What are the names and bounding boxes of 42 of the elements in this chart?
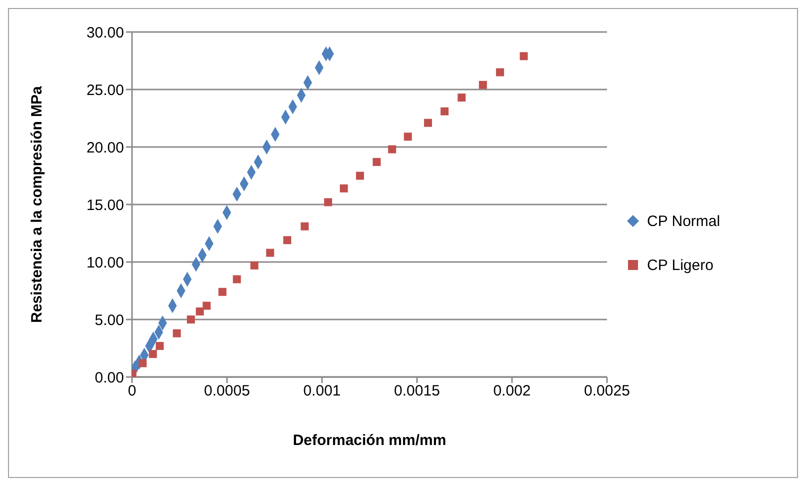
x-tick-label: 0.001 xyxy=(303,382,341,400)
point xyxy=(283,236,292,244)
point xyxy=(372,158,381,166)
point xyxy=(496,68,504,76)
x-tick-label: 0 xyxy=(128,382,136,400)
point xyxy=(300,222,309,230)
y-tick-label: 0.00 xyxy=(94,369,124,386)
point xyxy=(266,248,274,257)
y-tick-label: 30.00 xyxy=(86,24,124,42)
point xyxy=(478,80,487,89)
point xyxy=(424,118,432,127)
point xyxy=(172,329,181,338)
x-axis-title: Deformación mm/mm xyxy=(292,432,446,449)
y-tick-label: 25.00 xyxy=(86,82,124,99)
x-tick-label: 0.002 xyxy=(493,382,531,400)
y-tick-label: 5.00 xyxy=(94,312,124,329)
x-tick-label: 0.0005 xyxy=(204,382,250,400)
legend-label: CP Ligero xyxy=(647,256,714,274)
x-tick-label: 0.0025 xyxy=(584,382,630,400)
point xyxy=(138,359,147,368)
y-tick-label: 10.00 xyxy=(86,254,124,272)
point xyxy=(156,342,164,350)
point xyxy=(148,350,157,358)
y-tick-label: 15.00 xyxy=(86,196,124,214)
point xyxy=(388,145,396,154)
point xyxy=(404,132,412,141)
point xyxy=(520,52,528,60)
point xyxy=(356,172,364,180)
x-tick-label: 0.0015 xyxy=(394,382,440,400)
y-tick-label: 20.00 xyxy=(86,139,124,156)
point xyxy=(196,307,204,316)
point xyxy=(440,107,449,116)
point xyxy=(186,316,195,324)
y-axis-title: Resistencia a la compresión MPa xyxy=(28,85,46,323)
point xyxy=(218,288,226,296)
point xyxy=(202,302,211,310)
point xyxy=(232,275,241,284)
point xyxy=(458,94,466,102)
point xyxy=(340,184,348,192)
point xyxy=(324,198,332,206)
legend-label: CP Normal xyxy=(647,212,720,230)
point xyxy=(250,261,258,270)
